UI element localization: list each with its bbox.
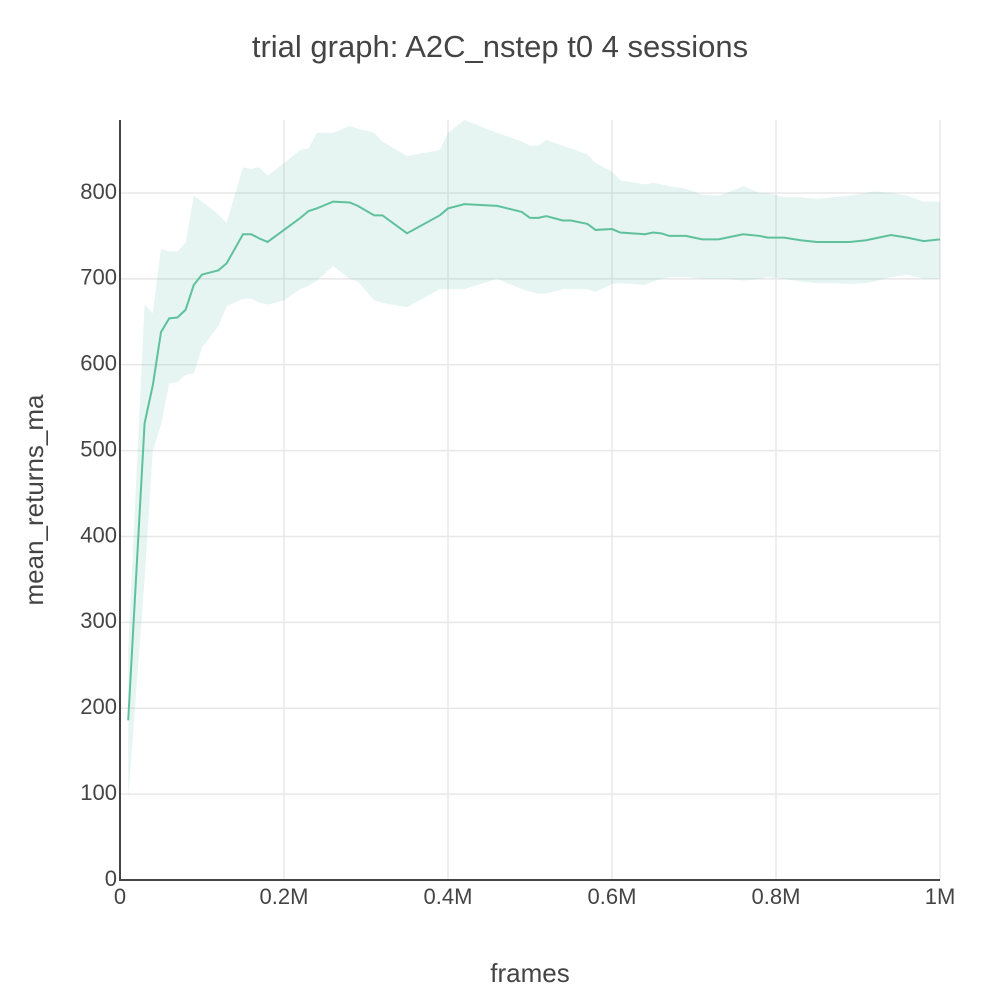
y-axis-label: mean_returns_ma <box>19 394 49 606</box>
x-tick-label: 0.4M <box>424 884 473 909</box>
grid <box>119 120 941 881</box>
y-tick-label: 700 <box>80 265 117 290</box>
x-axis-label: frames <box>490 958 569 988</box>
x-tick-label: 0.2M <box>260 884 309 909</box>
y-tick-label: 600 <box>80 351 117 376</box>
y-tick-label: 800 <box>80 179 117 204</box>
band <box>128 120 940 799</box>
x-tick-label: 0.6M <box>588 884 637 909</box>
y-tick-label: 200 <box>80 694 117 719</box>
x-tick-label: 0.8M <box>752 884 801 909</box>
plot <box>127 120 941 799</box>
y-tick-label: 100 <box>80 780 117 805</box>
y-tick-label: 0 <box>105 866 117 891</box>
line <box>127 200 941 721</box>
y-tick-label: 300 <box>80 608 117 633</box>
x-tick-label: 0 <box>114 884 126 909</box>
y-tick-label: 500 <box>80 436 117 461</box>
x-tick-label: 1M <box>925 884 956 909</box>
chart-title: trial graph: A2C_nstep t0 4 sessions <box>252 29 748 64</box>
y-tick-label: 400 <box>80 522 117 547</box>
